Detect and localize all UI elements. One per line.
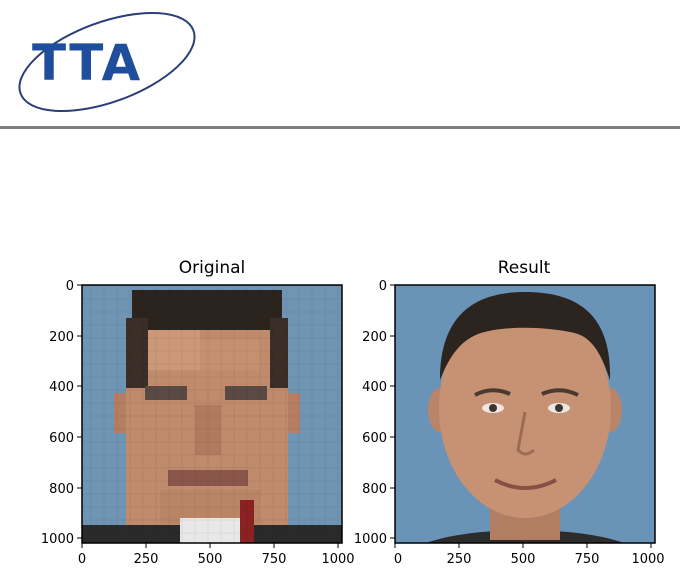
original-y-axis: 0 200 400 600 800 1000 — [41, 279, 82, 547]
y-tick-label: 600 — [49, 431, 74, 446]
x-tick-label: 0 — [78, 552, 86, 567]
y-tick-label: 0 — [66, 279, 74, 294]
result-x-axis: 0 250 500 750 1000 — [394, 543, 665, 567]
y-tick-label: 0 — [379, 279, 387, 294]
y-tick-label: 800 — [49, 482, 74, 497]
y-tick-label: 400 — [362, 380, 387, 395]
logo-text: TTA — [32, 34, 142, 92]
y-tick-label: 1000 — [41, 532, 74, 547]
y-tick-label: 400 — [49, 380, 74, 395]
x-tick-label: 0 — [394, 552, 402, 567]
x-tick-label: 500 — [198, 552, 223, 567]
result-frame — [394, 284, 656, 544]
x-tick-label: 500 — [511, 552, 536, 567]
logo-ring — [18, 11, 196, 113]
panel-title-original: Original — [179, 258, 246, 278]
y-tick-label: 800 — [362, 482, 387, 497]
original-image — [82, 285, 342, 543]
result-y-axis: 0 200 400 600 800 1000 — [354, 279, 395, 547]
header-divider — [0, 126, 680, 129]
x-tick-label: 250 — [134, 552, 159, 567]
original-x-axis: 0 250 500 750 1000 — [78, 543, 355, 567]
x-tick-label: 250 — [447, 552, 472, 567]
x-tick-label: 1000 — [321, 552, 354, 567]
x-tick-label: 750 — [575, 552, 600, 567]
y-tick-label: 1000 — [354, 532, 387, 547]
y-tick-label: 600 — [362, 431, 387, 446]
original-frame — [81, 284, 343, 544]
y-tick-label: 200 — [362, 330, 387, 345]
y-tick-label: 200 — [49, 330, 74, 345]
panel-title-result: Result — [498, 258, 551, 278]
tta-logo: TTA — [18, 11, 196, 113]
x-tick-label: 1000 — [631, 552, 664, 567]
result-image — [395, 285, 655, 543]
x-tick-label: 750 — [262, 552, 287, 567]
comparison-figure: Original 0 200 — [41, 258, 665, 567]
